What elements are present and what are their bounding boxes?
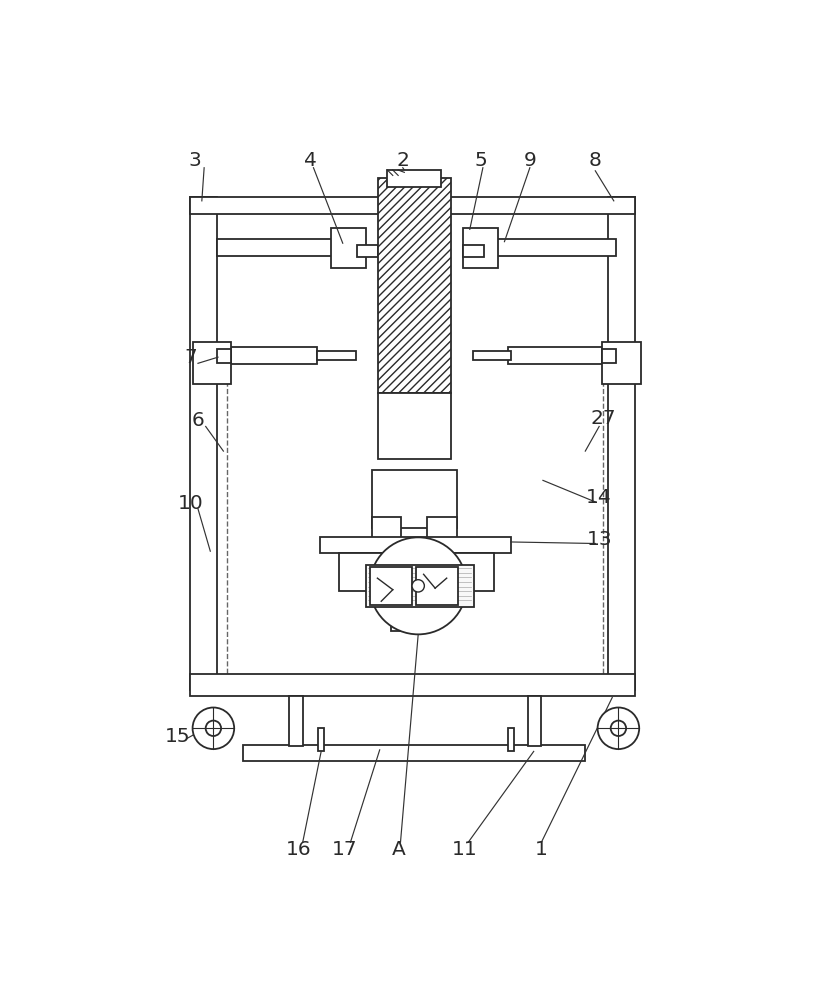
Text: 13: 13 [587,530,612,549]
Text: 1: 1 [535,840,548,859]
Text: 10: 10 [177,494,203,513]
Bar [190,674,636,696]
Text: 14: 14 [586,488,612,507]
Text: 16: 16 [286,840,312,859]
Bar [320,537,511,553]
Text: 15: 15 [164,726,190,746]
Bar [602,342,641,384]
Bar [289,696,303,746]
Bar [193,342,231,384]
Bar [477,239,616,256]
Bar [317,351,356,360]
Circle shape [412,580,424,592]
Bar [357,245,378,257]
Bar [463,228,498,268]
Text: 7: 7 [184,348,197,367]
Bar [372,517,401,540]
Bar [472,351,512,360]
Text: 9: 9 [524,151,536,170]
Bar [378,178,451,393]
Bar [602,349,616,363]
Circle shape [610,721,626,736]
Bar [366,565,473,607]
Circle shape [193,708,234,749]
Text: 2: 2 [397,151,410,170]
Text: 3: 3 [188,151,202,170]
Bar [217,349,231,363]
Bar [242,745,585,761]
Text: 5: 5 [475,151,488,170]
Text: 11: 11 [451,840,477,859]
Text: A: A [392,840,406,859]
Text: 8: 8 [589,151,601,170]
Bar [190,197,217,690]
Bar [190,197,636,214]
Bar [318,728,324,751]
Bar [370,567,412,605]
Bar [416,567,459,605]
Text: 17: 17 [332,840,358,859]
Bar [217,347,317,364]
Bar [331,228,366,268]
Circle shape [597,708,639,749]
Text: 27: 27 [590,409,616,428]
Bar [339,553,384,591]
Bar [609,197,636,690]
Text: 6: 6 [192,411,204,430]
Bar [217,239,356,256]
Bar [508,347,609,364]
Bar [378,393,451,459]
Bar [527,696,541,746]
Bar [449,553,494,591]
Bar [372,470,457,528]
Text: 4: 4 [304,151,317,170]
Circle shape [206,721,221,736]
Bar [428,517,457,540]
Bar [463,245,485,257]
Bar [508,728,514,751]
Bar [388,170,441,187]
Circle shape [370,537,467,634]
Bar [391,607,430,631]
